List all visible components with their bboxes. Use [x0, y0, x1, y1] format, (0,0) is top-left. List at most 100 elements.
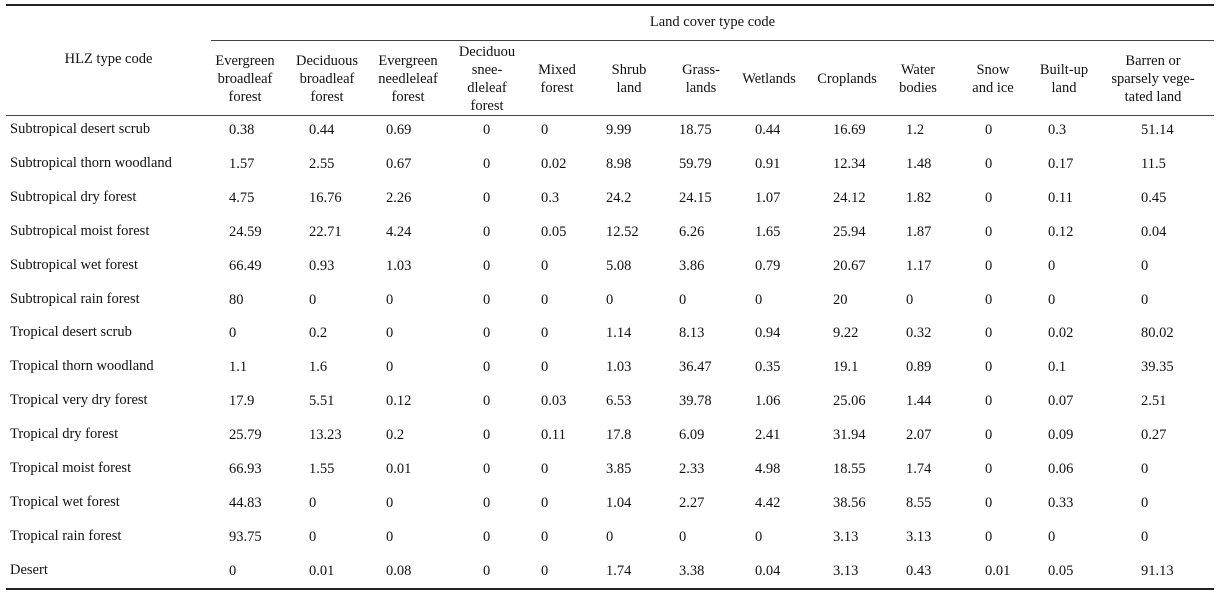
- table-cell: 9.22: [833, 325, 859, 342]
- table-cell: 0: [1048, 528, 1056, 545]
- table-cell: 5.08: [606, 257, 632, 274]
- header-rule: [6, 115, 1214, 116]
- table-cell: 0: [985, 528, 993, 545]
- table-cell: 1.06: [755, 393, 781, 410]
- table-cell: 0.01: [386, 461, 412, 477]
- table-cell: 1.2: [906, 122, 925, 138]
- column-header: Grass-lands: [666, 61, 736, 97]
- table-cell: 0: [541, 562, 549, 579]
- row-label: Tropical desert scrub: [10, 324, 132, 341]
- table-cell: 0.07: [1048, 393, 1074, 410]
- table-cell: 0: [386, 528, 394, 545]
- table-cell: 0.44: [309, 122, 335, 138]
- table-cell: 4.98: [755, 461, 781, 477]
- table-cell: 0.04: [755, 562, 781, 579]
- table-cell: 2.27: [679, 494, 705, 511]
- row-label: Tropical wet forest: [10, 493, 120, 510]
- table-cell: 38.56: [833, 494, 866, 511]
- table-cell: 0: [483, 528, 491, 545]
- table-cell: 0.93: [309, 257, 335, 274]
- column-header-line: lands: [685, 80, 717, 96]
- table-cell: 8.13: [679, 325, 705, 342]
- row-label: Desert: [10, 561, 48, 578]
- table-cell: 0: [985, 494, 993, 511]
- table-cell: 0: [483, 155, 491, 172]
- table-cell: 12.52: [606, 223, 639, 240]
- column-header: Croplands: [807, 70, 887, 88]
- table-cell: 24.15: [679, 189, 712, 206]
- table-cell: 1.04: [606, 494, 632, 511]
- table-cell: 1.87: [906, 223, 932, 240]
- table-cell: 0: [229, 562, 237, 579]
- table-cell: 66.93: [229, 461, 262, 477]
- column-header: Deciduous broadleaf forest: [286, 52, 368, 106]
- table-cell: 17.8: [606, 427, 632, 444]
- column-header: Built-up land: [1029, 61, 1099, 97]
- table-cell: 0: [985, 223, 993, 240]
- table-cell: 0.01: [309, 562, 335, 579]
- column-header-line: tated land: [1124, 89, 1182, 105]
- column-header: Deciduou snee-dleleaf forest: [449, 43, 525, 115]
- table-cell: 39.35: [1141, 359, 1174, 376]
- row-label: Tropical thorn woodland: [10, 358, 154, 375]
- table-cell: 0: [483, 223, 491, 240]
- column-header-line: Snow: [976, 62, 1010, 78]
- table-cell: 0.12: [386, 393, 412, 410]
- table-cell: 0.45: [1141, 189, 1167, 206]
- table-cell: 24.12: [833, 189, 866, 206]
- table-cell: 80: [229, 291, 244, 308]
- table-cell: 20.67: [833, 257, 866, 274]
- group-header: Land cover type code: [649, 14, 776, 30]
- group-rule: [211, 40, 1214, 41]
- table-cell: 2.41: [755, 427, 781, 444]
- table-cell: 0: [541, 494, 549, 511]
- table-cell: 0.38: [229, 122, 255, 138]
- table-cell: 0.3: [541, 189, 560, 206]
- table-cell: 0: [985, 291, 993, 308]
- table-cell: 0: [985, 257, 993, 274]
- table-cell: 3.38: [679, 562, 705, 579]
- table-cell: 0.12: [1048, 223, 1074, 240]
- table-cell: 51.14: [1141, 122, 1174, 138]
- table-cell: 0: [1141, 461, 1149, 477]
- column-header: Shrub land: [593, 61, 665, 97]
- table-cell: 13.23: [309, 427, 342, 444]
- table-cell: 66.49: [229, 257, 262, 274]
- table-cell: 0: [985, 359, 993, 376]
- column-header: Evergreen broadleaf forest: [204, 52, 286, 106]
- column-header-line: Evergreen: [378, 53, 438, 69]
- table-cell: 8.55: [906, 494, 932, 511]
- column-header-line: forest: [228, 89, 262, 105]
- table-cell: 1.6: [309, 359, 328, 376]
- column-header-line: forest: [310, 89, 344, 105]
- table-cell: 0: [985, 189, 993, 206]
- table-cell: 0.44: [755, 122, 781, 138]
- table-cell: 0: [1141, 257, 1149, 274]
- table-cell: 19.1: [833, 359, 859, 376]
- table-cell: 0: [606, 528, 614, 545]
- table-cell: 24.2: [606, 189, 632, 206]
- table-cell: 6.26: [679, 223, 705, 240]
- table-cell: 4.24: [386, 223, 412, 240]
- table-cell: 9.99: [606, 122, 632, 138]
- table-cell: 0.2: [309, 325, 328, 342]
- table-cell: 0.27: [1141, 427, 1167, 444]
- table-cell: 11.5: [1141, 155, 1166, 172]
- table-cell: 0: [386, 291, 394, 308]
- table-cell: 0: [679, 291, 687, 308]
- table-cell: 0: [483, 393, 491, 410]
- table-cell: 0.02: [541, 155, 567, 172]
- row-label: Tropical very dry forest: [10, 392, 148, 409]
- table-cell: 0: [483, 291, 491, 308]
- row-label: Tropical dry forest: [10, 426, 119, 443]
- table-cell: 1.57: [229, 155, 255, 172]
- table-cell: 93.75: [229, 528, 262, 545]
- table-cell: 0: [1141, 494, 1149, 511]
- column-header: Barren or sparsely vege-tated land: [1103, 52, 1203, 106]
- table-cell: 0: [483, 189, 491, 206]
- table-cell: 0.91: [755, 155, 781, 172]
- table-cell: 1.44: [906, 393, 932, 410]
- table-cell: 0.94: [755, 325, 781, 342]
- column-header-line: forest: [470, 98, 504, 114]
- table-cell: 0.11: [1048, 189, 1073, 206]
